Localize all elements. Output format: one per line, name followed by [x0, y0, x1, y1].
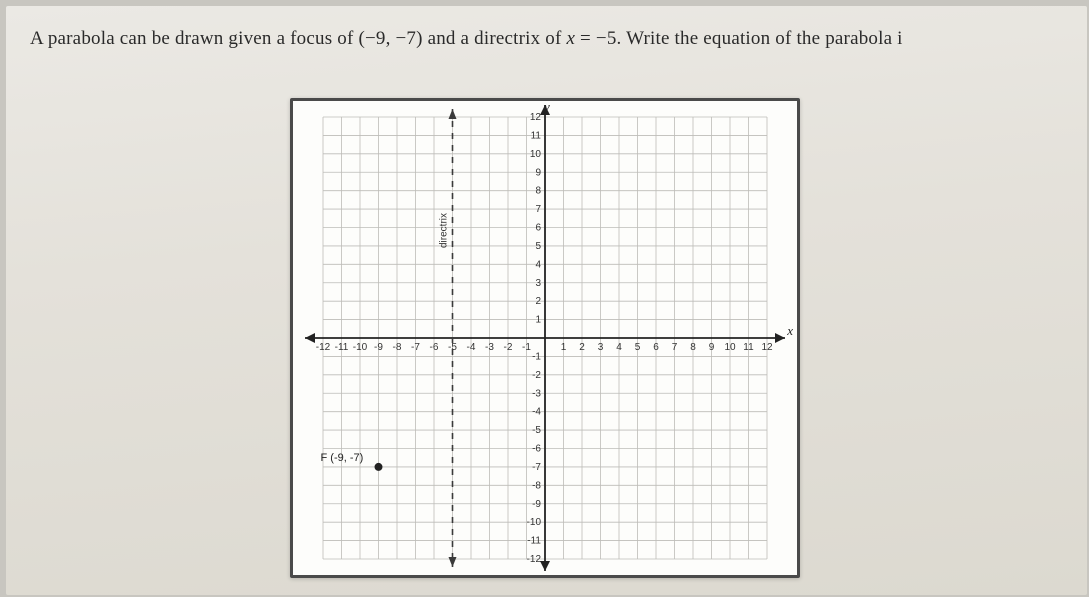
- svg-text:4: 4: [616, 342, 622, 353]
- chart-inner: -12-11-10-9-8-7-6-5-4-3-2-11234567891011…: [293, 101, 797, 575]
- svg-text:-4: -4: [532, 407, 541, 418]
- svg-text:-1: -1: [532, 351, 541, 362]
- svg-text:-4: -4: [467, 342, 476, 353]
- problem-prefix: A parabola can be drawn given a focus of: [30, 28, 358, 49]
- svg-text:12: 12: [761, 342, 773, 353]
- svg-text:1: 1: [535, 315, 541, 326]
- svg-text:6: 6: [535, 223, 541, 234]
- directrix-value: −5: [596, 28, 617, 49]
- problem-suffix: . Write the equation of the parabola i: [617, 28, 903, 49]
- coordinate-chart: -12-11-10-9-8-7-6-5-4-3-2-11234567891011…: [290, 98, 800, 578]
- svg-text:9: 9: [709, 342, 715, 353]
- svg-text:7: 7: [672, 342, 678, 353]
- svg-text:-8: -8: [393, 342, 402, 353]
- svg-text:10: 10: [530, 149, 542, 160]
- svg-text:F (-9, -7): F (-9, -7): [321, 452, 364, 464]
- svg-text:6: 6: [653, 342, 659, 353]
- svg-text:5: 5: [635, 342, 641, 353]
- svg-text:-7: -7: [411, 342, 420, 353]
- svg-text:7: 7: [535, 204, 541, 215]
- svg-text:-9: -9: [374, 342, 383, 353]
- focus-coords: (−9, −7): [358, 28, 422, 49]
- var-x: x: [566, 28, 575, 49]
- svg-text:-8: -8: [532, 480, 541, 491]
- svg-text:-2: -2: [504, 342, 513, 353]
- svg-text:-12: -12: [527, 554, 542, 565]
- svg-text:12: 12: [530, 112, 542, 123]
- svg-text:4: 4: [535, 259, 541, 270]
- paper-sheet: A parabola can be drawn given a focus of…: [6, 6, 1087, 595]
- svg-text:2: 2: [535, 296, 541, 307]
- svg-text:-10: -10: [353, 342, 368, 353]
- svg-text:2: 2: [579, 342, 585, 353]
- svg-text:-11: -11: [527, 536, 541, 547]
- svg-text:11: 11: [743, 342, 754, 353]
- svg-text:3: 3: [598, 342, 604, 353]
- svg-text:-12: -12: [316, 342, 331, 353]
- svg-text:-11: -11: [335, 342, 349, 353]
- problem-statement: A parabola can be drawn given a focus of…: [30, 28, 1087, 50]
- svg-text:8: 8: [690, 342, 696, 353]
- svg-text:8: 8: [535, 186, 541, 197]
- x-axis-label: x: [787, 323, 793, 339]
- svg-text:10: 10: [724, 342, 736, 353]
- svg-text:11: 11: [531, 130, 542, 141]
- svg-text:1: 1: [561, 342, 567, 353]
- svg-text:9: 9: [535, 167, 541, 178]
- svg-text:directrix: directrix: [439, 213, 450, 248]
- svg-text:-10: -10: [527, 517, 542, 528]
- svg-text:-6: -6: [532, 444, 541, 455]
- svg-text:-5: -5: [532, 425, 541, 436]
- eq-sign: =: [575, 28, 596, 49]
- svg-text:-1: -1: [522, 342, 531, 353]
- y-axis-label: y: [544, 99, 550, 115]
- svg-text:-3: -3: [485, 342, 494, 353]
- svg-text:-9: -9: [532, 499, 541, 510]
- svg-text:3: 3: [535, 278, 541, 289]
- svg-text:-6: -6: [430, 342, 439, 353]
- svg-text:5: 5: [535, 241, 541, 252]
- grid-svg: -12-11-10-9-8-7-6-5-4-3-2-11234567891011…: [293, 101, 797, 575]
- svg-text:-2: -2: [532, 370, 541, 381]
- svg-text:-7: -7: [532, 462, 541, 473]
- svg-text:-3: -3: [532, 388, 541, 399]
- problem-mid: and a directrix of: [423, 28, 567, 49]
